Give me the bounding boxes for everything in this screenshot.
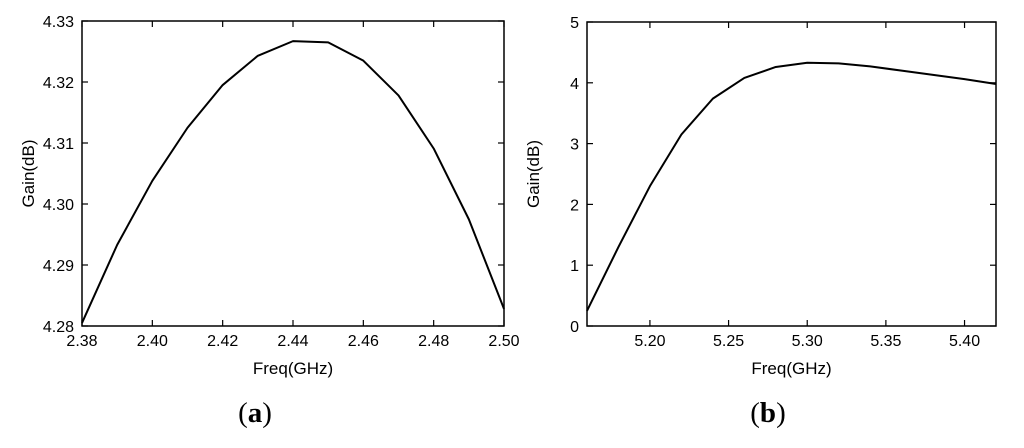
y-tick-label-b: 2 — [570, 197, 579, 214]
x-tick-label-b: 5.25 — [713, 333, 744, 350]
series-line-a — [81, 40, 505, 324]
y-tick-label-a: 4.30 — [43, 197, 74, 214]
y-tick-label-b: 3 — [570, 137, 579, 154]
x-tick-label-b: 5.20 — [634, 333, 665, 350]
y-tick-label-a: 4.29 — [43, 258, 74, 275]
y-tick-label-a: 4.32 — [43, 75, 74, 92]
y-tick-label-b: 4 — [570, 76, 579, 93]
y-tick-label-a: 4.31 — [43, 136, 74, 153]
chart-panel-a: 2.38 2.40 2.42 2.44 2.46 2.48 2.50 4.28 4.29 4.30… — [19, 14, 520, 429]
x-tick-label-b: 5.40 — [949, 333, 980, 350]
y-tick-label-a: 4.33 — [43, 14, 74, 31]
y-tick-label-b: 5 — [570, 15, 579, 32]
y-axis-title-b: Gain(dB) — [524, 140, 543, 208]
x-axis-title-a: Freq(GHz) — [253, 359, 333, 378]
x-tick-label-a: 2.48 — [418, 333, 449, 350]
x-tick-label-a: 2.38 — [66, 333, 97, 350]
panel-caption-a: (a) — [238, 397, 272, 429]
panel-caption-b: (b) — [750, 397, 785, 429]
x-axis-title-b: Freq(GHz) — [751, 359, 831, 378]
x-tick-label-a: 2.50 — [488, 333, 519, 350]
y-tick-label-a: 4.28 — [43, 319, 74, 336]
x-tick-label-b: 5.30 — [792, 333, 823, 350]
chart-panel-b: 5.20 5.25 5.30 5.35 5.40 0 1 2 3 4 5 Freq(GHz) Gain(… — [524, 15, 997, 429]
y-tick-label-b: 1 — [570, 258, 579, 275]
x-tick-label-a: 2.42 — [207, 333, 238, 350]
y-tick-label-b: 0 — [570, 319, 579, 336]
x-tick-label-a: 2.40 — [137, 333, 168, 350]
x-tick-label-a: 2.46 — [348, 333, 379, 350]
plot-frame-b — [586, 21, 997, 327]
x-tick-label-a: 2.44 — [277, 333, 308, 350]
x-tick-label-b: 5.35 — [870, 333, 901, 350]
y-axis-title-a: Gain(dB) — [19, 139, 38, 207]
series-line-b — [586, 61, 997, 312]
plot-frame-a — [81, 20, 505, 327]
